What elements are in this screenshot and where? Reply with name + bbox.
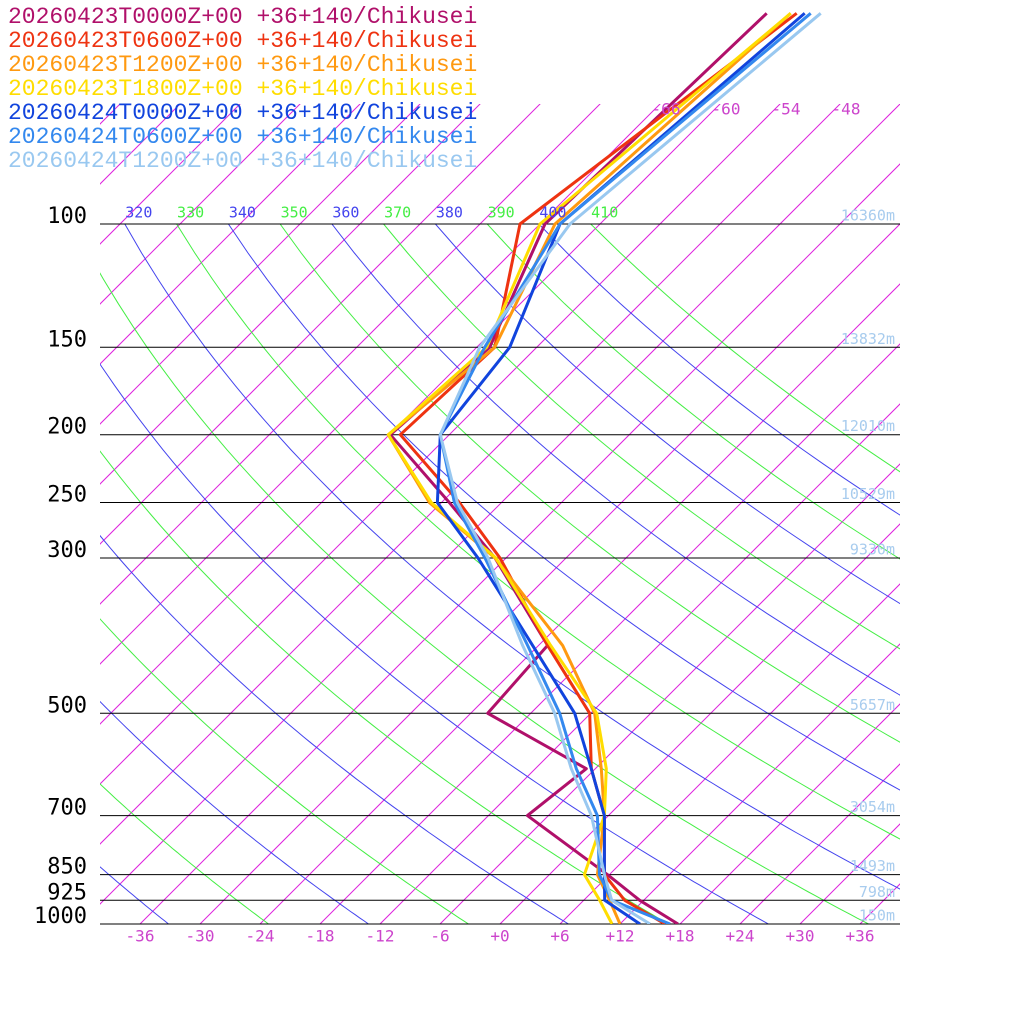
- dry-adiabat: [383, 224, 900, 650]
- isotherm: [100, 104, 241, 245]
- height-label: 3054m: [850, 798, 895, 816]
- isotherm: [499, 523, 900, 924]
- y-tick-label: 850: [47, 855, 87, 880]
- temperature-line: [386, 12, 792, 924]
- isotherm-label: -54: [772, 100, 801, 119]
- theta-label: 360: [332, 204, 359, 222]
- dry-adiabat: [227, 224, 900, 791]
- y-tick-label: 700: [47, 796, 87, 821]
- x-tick-label: +24: [726, 927, 755, 946]
- y-tick-label: 1000: [34, 904, 87, 929]
- theta-label: 400: [539, 204, 566, 222]
- dry-adiabat: [331, 224, 900, 696]
- isotherm: [739, 763, 900, 924]
- isotherm: [259, 283, 900, 924]
- isotherm: [679, 703, 900, 924]
- isotherm: [100, 104, 841, 845]
- legend-entry: 20260423T0600Z+00 +36+140/Chikusei: [8, 28, 477, 54]
- isotherm-label: -60: [712, 100, 741, 119]
- theta-label: 350: [281, 204, 308, 222]
- isotherm: [100, 104, 721, 725]
- theta-label: 320: [125, 204, 152, 222]
- isotherm: [100, 104, 900, 905]
- height-label: 150m: [859, 907, 895, 925]
- legend-entry: 20260423T1200Z+00 +36+140/Chikusei: [8, 52, 477, 78]
- x-tick-label: +12: [606, 927, 635, 946]
- theta-label: 330: [177, 204, 204, 222]
- y-tick-label: 150: [47, 327, 87, 352]
- x-tick-label: +36: [846, 927, 875, 946]
- x-tick-label: +18: [666, 927, 695, 946]
- theta-label: 370: [384, 204, 411, 222]
- temperature-line: [386, 12, 792, 924]
- isotherm: [100, 104, 181, 185]
- height-label: 13832m: [841, 330, 895, 348]
- labels: 320 330 340 350 360 370 380 390 400 410 -66 -60 -54 -…: [8, 4, 895, 945]
- x-tick-label: +0: [490, 927, 509, 946]
- dry-adiabat: [486, 224, 900, 560]
- height-label: 1493m: [850, 857, 895, 875]
- isotherm: [439, 463, 900, 924]
- height-label: 798m: [859, 883, 895, 901]
- isotherm: [100, 104, 481, 485]
- x-tick-label: -36: [126, 927, 155, 946]
- x-tick-label: +6: [550, 927, 569, 946]
- isotherm-label: -66: [652, 100, 681, 119]
- theta-label: 380: [436, 204, 463, 222]
- isotherm: [319, 343, 900, 924]
- temperature-line: [438, 12, 822, 924]
- dry-adiabat: [538, 224, 900, 516]
- isotherm: [100, 104, 541, 545]
- height-label: 10529m: [841, 485, 895, 503]
- profiles: [386, 12, 822, 924]
- dry-adiabat: [176, 224, 900, 840]
- y-tick-label: 100: [47, 204, 87, 229]
- temperature-line: [438, 12, 812, 924]
- isotherm: [100, 104, 361, 365]
- theta-label: 410: [591, 204, 618, 222]
- dry-adiabat: [590, 224, 900, 473]
- pressure-grid: [100, 223, 900, 925]
- height-label: 9330m: [850, 540, 895, 558]
- x-tick-label: -30: [186, 927, 215, 946]
- x-tick-label: -12: [366, 927, 395, 946]
- isotherm: [799, 823, 900, 924]
- isotherm: [199, 223, 900, 924]
- isotherm: [100, 104, 601, 605]
- y-tick-label: 925: [47, 880, 87, 905]
- height-label: 16360m: [841, 207, 895, 225]
- height-label: 12010m: [841, 417, 895, 435]
- legend-entry: 20260423T0000Z+00 +36+140/Chikusei: [8, 4, 477, 30]
- legend-entry: 20260424T0600Z+00 +36+140/Chikusei: [8, 124, 477, 150]
- y-tick-label: 500: [47, 693, 87, 718]
- isotherm: [379, 403, 900, 924]
- x-tick-label: +30: [786, 927, 815, 946]
- legend-entry: 20260423T1800Z+00 +36+140/Chikusei: [8, 76, 477, 102]
- isotherm: [619, 643, 900, 924]
- height-label: 5657m: [850, 696, 895, 714]
- theta-label: 390: [488, 204, 515, 222]
- isotherm: [100, 104, 421, 425]
- legend-entry: 20260424T0000Z+00 +36+140/Chikusei: [8, 100, 477, 126]
- isotherms: [100, 104, 900, 924]
- x-tick-label: -24: [246, 927, 275, 946]
- isotherm: [559, 583, 900, 924]
- dry-adiabat: [100, 450, 669, 924]
- y-tick-label: 300: [47, 538, 87, 563]
- x-tick-label: -6: [430, 927, 449, 946]
- isotherm: [139, 163, 900, 924]
- isotherm-label: -48: [832, 100, 861, 119]
- isotherm: [100, 104, 781, 785]
- legend-entry: 20260424T1200Z+00 +36+140/Chikusei: [8, 148, 477, 174]
- isotherm: [100, 104, 301, 305]
- dry-adiabat: [279, 224, 900, 743]
- y-tick-label: 250: [47, 483, 87, 508]
- y-tick-label: 200: [47, 415, 87, 440]
- theta-label: 340: [229, 204, 256, 222]
- x-tick-label: -18: [306, 927, 335, 946]
